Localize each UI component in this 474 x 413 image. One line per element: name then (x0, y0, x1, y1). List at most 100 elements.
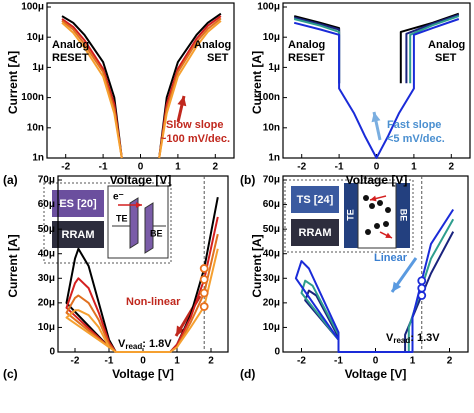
y-tick-label: 40μ (38, 248, 55, 259)
x-tick-label: 2 (447, 356, 453, 367)
x-tick-label: -2 (297, 356, 306, 367)
y-tick-label: 60μ (38, 199, 55, 210)
annotation: RESET (288, 52, 325, 64)
y-tick-label: 1μ (32, 62, 44, 73)
plate (144, 202, 154, 254)
x-tick-label: 1 (411, 162, 417, 173)
x-tick-label: 1 (174, 356, 180, 367)
x-tick-label: 0 (373, 356, 379, 367)
arrow-head (371, 112, 381, 123)
y-tick-label: 10μ (263, 32, 280, 43)
annotation: Analog (194, 39, 231, 51)
read-voltage-label: Vread: 1.3V (386, 332, 440, 345)
ion (377, 200, 383, 206)
annotation: TE (116, 213, 128, 223)
y-tick-label: 20μ (263, 297, 280, 308)
annotation: read (125, 342, 142, 351)
ion (369, 203, 375, 209)
y-axis-label: Current [A] (6, 234, 20, 297)
x-axis-label: Voltage [V] (112, 367, 174, 381)
ion (383, 221, 389, 227)
read-point (199, 275, 209, 284)
annotation: : 1.8V (142, 338, 172, 350)
annotation: TE (345, 209, 355, 221)
x-tick-label: -2 (71, 356, 80, 367)
x-tick-label: -1 (334, 356, 343, 367)
y-tick-label: 1n (32, 153, 44, 164)
read-voltage-label: Vread: 1.8V (118, 338, 172, 351)
arrow-head (392, 281, 402, 292)
es-box (52, 190, 104, 217)
y-tick-label: 70μ (263, 175, 280, 186)
annotation: V (386, 332, 394, 344)
annotation: Slow slope (166, 119, 223, 131)
x-tick-label: 2 (208, 356, 214, 367)
y-tick-label: 1n (268, 153, 280, 164)
read-point (199, 264, 209, 273)
y-tick-label: 100μ (21, 2, 44, 13)
annotation: SET (207, 52, 229, 64)
y-tick-label: 30μ (38, 273, 55, 284)
read-point (199, 302, 209, 311)
y-tick-label: 10μ (27, 32, 44, 43)
y-tick-label: 0 (274, 347, 280, 358)
electrode (344, 183, 358, 248)
y-tick-label: 10n (27, 122, 44, 133)
x-axis-label: Voltage [V] (345, 367, 407, 381)
x-tick-label: 1 (410, 356, 416, 367)
annotation: Non-linear (126, 296, 181, 308)
annotation: ES [20] (59, 198, 97, 210)
annotation: SET (435, 52, 457, 64)
y-tick-label: 0 (49, 347, 55, 358)
x-tick-label: -2 (297, 162, 306, 173)
arrow-head (177, 96, 187, 107)
y-axis-label: Current [A] (250, 51, 264, 114)
arrow-head (176, 325, 185, 336)
iv-curve (293, 18, 460, 159)
y-tick-label: 10n (263, 122, 280, 133)
y-tick-label: 70μ (38, 175, 55, 186)
annotation: BE (399, 209, 409, 222)
x-tick-label: -1 (335, 162, 344, 173)
annotation: RESET (52, 52, 89, 64)
electrode (396, 183, 410, 248)
read-point (417, 276, 427, 286)
annotation: BE (150, 228, 163, 238)
panel-label: (a) (3, 173, 18, 187)
annotation: ~100 mV/dec. (160, 133, 230, 145)
x-tick-label: 0 (140, 356, 146, 367)
x-axis-label: Voltage [V] (346, 173, 408, 187)
x-tick-label: 0 (138, 162, 144, 173)
annotation: Linear (374, 252, 408, 264)
rram-box (52, 221, 104, 248)
x-tick-label: 1 (175, 162, 181, 173)
iv-curve (61, 20, 222, 159)
annotation: Fast slope (387, 119, 441, 131)
arrow-head (385, 232, 392, 238)
ion (385, 207, 391, 213)
ion (374, 223, 380, 229)
x-tick-label: 2 (449, 162, 455, 173)
read-point (417, 291, 427, 300)
read-point (417, 283, 427, 293)
y-tick-label: 30μ (263, 273, 280, 284)
read-point (199, 288, 209, 298)
y-tick-label: 10μ (38, 322, 55, 333)
x-tick-label: -2 (61, 162, 70, 173)
rram-box (291, 219, 339, 246)
annotation: RRAM (62, 229, 95, 241)
y-tick-label: 50μ (263, 224, 280, 235)
y-tick-label: 50μ (38, 224, 55, 235)
iv-curve (65, 233, 219, 353)
annotation: Analog (52, 39, 89, 51)
y-tick-label: 40μ (263, 248, 280, 259)
annotation: Analog (428, 39, 465, 51)
ion (365, 229, 371, 235)
x-axis-label: Voltage [V] (110, 173, 172, 187)
annotation: V (118, 338, 126, 350)
x-tick-label: 0 (374, 162, 380, 173)
x-tick-label: 2 (213, 162, 219, 173)
y-tick-label: 1μ (268, 62, 280, 73)
panel-label: (b) (240, 173, 255, 187)
